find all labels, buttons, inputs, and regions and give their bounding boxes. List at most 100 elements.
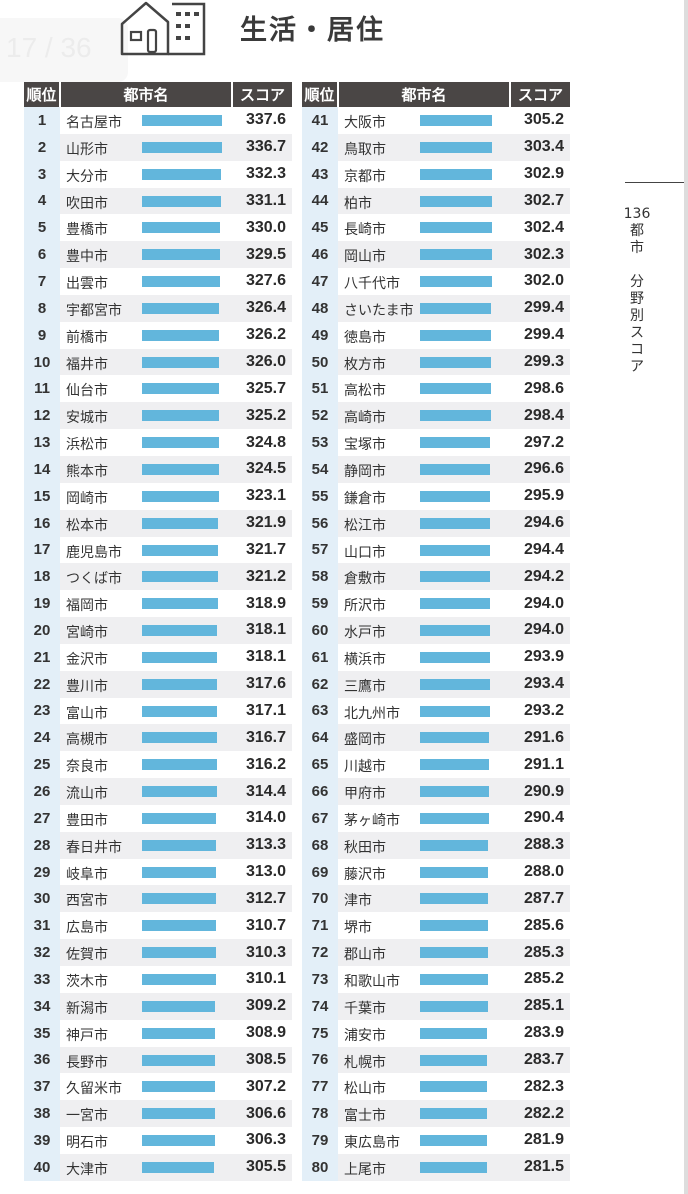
table-row: 74 千葉市 285.1 [302, 992, 570, 1020]
table-row: 67 茅ヶ崎市 290.4 [302, 804, 570, 832]
rank-cell: 61 [302, 643, 338, 671]
side-label-char: 市 [630, 240, 644, 256]
rank-cell: 55 [302, 482, 338, 510]
table-row: 71 堺市 285.6 [302, 912, 570, 940]
score-bar [420, 490, 491, 502]
score-cell: 299.4 [523, 326, 564, 344]
city-name: 岡山市 [344, 248, 386, 265]
table-row: 79 東広島市 281.9 [302, 1127, 570, 1154]
city-cell: 佐賀市 [60, 939, 232, 966]
score-bar [420, 678, 490, 690]
page-title: 生活・居住 [240, 15, 385, 46]
score-bar [142, 786, 217, 798]
rank-cell: 65 [302, 751, 338, 779]
score-cell: 306.3 [245, 1131, 286, 1149]
score-bar [420, 437, 491, 449]
score-bar [142, 168, 221, 180]
city-cell: 豊中市 [60, 241, 232, 269]
city-cell: 三鷹市 [338, 670, 510, 698]
rank-cell: 42 [302, 133, 338, 161]
city-cell: 静岡市 [338, 455, 510, 483]
city-name: 久留米市 [66, 1080, 122, 1097]
side-label-char: 都 [630, 223, 644, 239]
table-row: 14 熊本市 324.5 [24, 455, 292, 483]
rank-cell: 35 [24, 1019, 60, 1047]
score-bar [142, 195, 221, 207]
table-row: 72 郡山市 285.3 [302, 939, 570, 966]
table-row: 18 つくば市 321.2 [24, 563, 292, 591]
score-bar [420, 141, 492, 153]
table-row: 51 高松市 298.6 [302, 375, 570, 403]
table-row: 42 鳥取市 303.4 [302, 133, 570, 161]
city-name: 鳥取市 [344, 140, 386, 157]
score-cell: 326.0 [232, 348, 292, 376]
city-cell: 福井市 [60, 348, 232, 376]
score-cell: 294.4 [523, 540, 564, 558]
city-name: 長野市 [66, 1053, 108, 1070]
city-cell: 鎌倉市 [338, 483, 510, 510]
city-cell: 札幌市 [338, 1046, 510, 1074]
city-cell: 枚方市 [338, 348, 510, 376]
table-row: 59 所沢市 294.0 [302, 590, 570, 618]
rank-cell: 43 [302, 160, 338, 188]
score-cell: 302.9 [523, 165, 564, 183]
city-cell: 宮崎市 [60, 617, 232, 644]
rank-cell: 49 [302, 321, 338, 349]
city-cell: 富山市 [60, 698, 232, 725]
score-cell: 314.4 [232, 778, 292, 805]
rank-cell: 25 [24, 751, 60, 779]
rank-cell: 27 [24, 804, 60, 832]
score-cell: 282.2 [510, 1100, 570, 1128]
rank-cell: 15 [24, 482, 60, 510]
city-name: 山形市 [66, 140, 108, 157]
table-row: 64 盛岡市 291.6 [302, 724, 570, 752]
score-bar [142, 1027, 216, 1039]
rank-cell: 20 [24, 617, 60, 644]
rank-cell: 53 [302, 429, 338, 456]
score-cell: 305.2 [523, 111, 564, 129]
city-name: 西宮市 [66, 892, 108, 909]
table-row: 9 前橋市 326.2 [24, 321, 292, 349]
rank-cell: 77 [302, 1073, 338, 1101]
city-name: 富山市 [66, 704, 108, 721]
score-bar [142, 625, 218, 637]
score-cell: 321.2 [232, 563, 292, 591]
city-name: 岐阜市 [66, 865, 108, 882]
city-cell: 豊川市 [60, 670, 232, 698]
city-name: 豊中市 [66, 248, 108, 265]
score-cell: 306.6 [232, 1100, 292, 1128]
score-bar [142, 947, 216, 959]
city-cell: 大分市 [60, 161, 232, 188]
rank-cell: 23 [24, 697, 60, 725]
rank-cell: 62 [302, 670, 338, 698]
city-name: 藤沢市 [344, 865, 386, 882]
city-cell: 金沢市 [60, 644, 232, 671]
rank-cell: 76 [302, 1046, 338, 1074]
city-cell: 安城市 [60, 402, 232, 430]
city-name: 盛岡市 [344, 731, 386, 748]
city-name: 新潟市 [66, 999, 108, 1016]
table-row: 32 佐賀市 310.3 [24, 939, 292, 966]
city-name: 倉敷市 [344, 570, 386, 587]
table-row: 4 吹田市 331.1 [24, 187, 292, 215]
rank-cell: 41 [302, 107, 338, 134]
city-cell: 秋田市 [338, 831, 510, 859]
score-cell: 283.9 [523, 1024, 564, 1042]
score-cell: 305.5 [232, 1153, 292, 1181]
rank-cell: 40 [24, 1153, 60, 1181]
city-name: さいたま市 [344, 301, 414, 318]
score-cell: 324.5 [232, 455, 292, 483]
side-label-char: 分 [630, 274, 644, 290]
city-cell: 広島市 [60, 912, 232, 939]
score-cell: 337.6 [245, 111, 286, 129]
rank-cell: 74 [302, 992, 338, 1020]
rank-cell: 58 [302, 563, 338, 591]
table-row: 34 新潟市 309.2 [24, 992, 292, 1020]
city-name: 出雲市 [66, 275, 108, 292]
score-cell: 291.1 [523, 755, 564, 773]
score-cell: 330.0 [245, 218, 286, 236]
rank-cell: 73 [302, 966, 338, 993]
city-name: 豊川市 [66, 677, 108, 694]
table-row: 31 広島市 310.7 [24, 912, 292, 940]
table-row: 20 宮崎市 318.1 [24, 617, 292, 644]
